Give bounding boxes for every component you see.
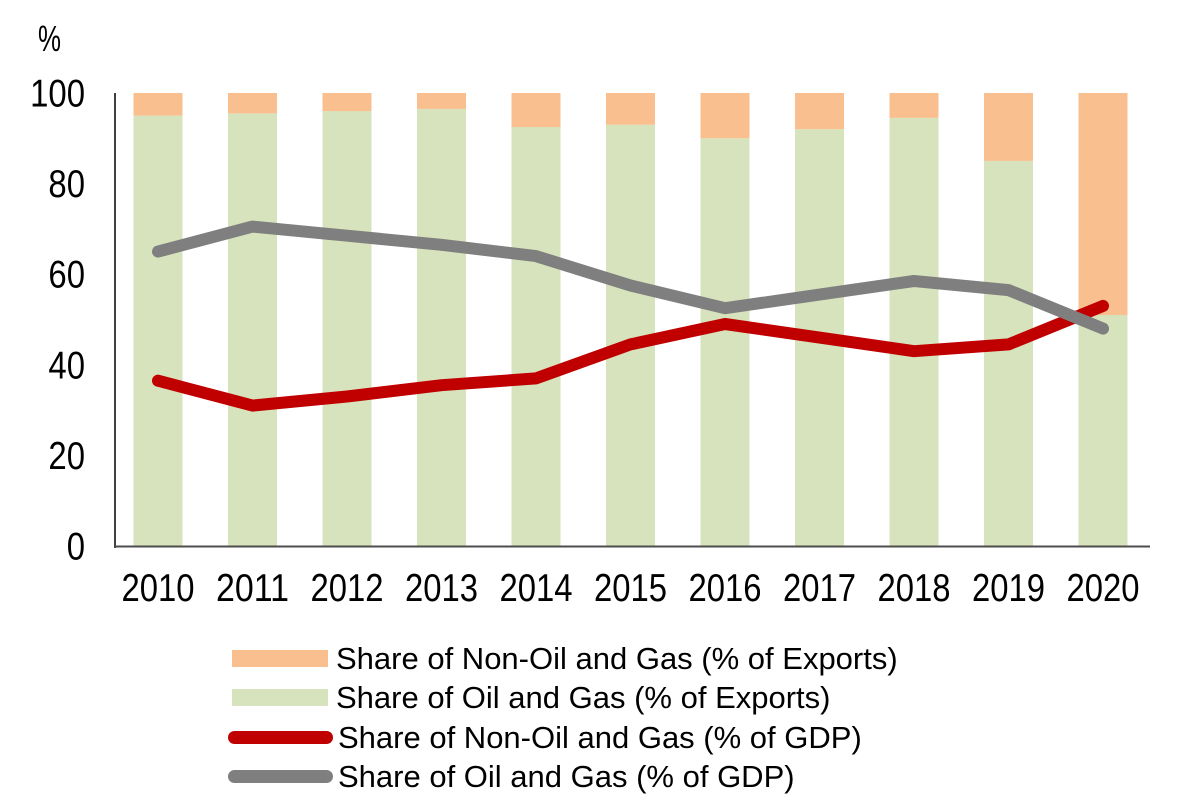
bar-segment-non-oil-exports-2011 [228, 93, 277, 114]
legend-label: Share of Oil and Gas (% of Exports) [336, 680, 831, 716]
bar-segment-non-oil-exports-2018 [889, 93, 939, 118]
x-tick-label-2017: 2017 [783, 567, 856, 610]
legend-label: Share of Oil and Gas (% of GDP) [338, 759, 795, 795]
bar-segment-non-oil-exports-2015 [606, 93, 655, 125]
legend-item-non-oil-exports: Share of Non-Oil and Gas (% of Exports) [228, 639, 898, 678]
chart-canvas: 0 20 40 60 80 100 2010 2011 2012 2013 2014 2015 2016… [30, 18, 1150, 610]
bar-segment-oil-exports-2010 [133, 115, 183, 546]
x-tick-label-2016: 2016 [689, 567, 762, 610]
y-tick-label-0: 0 [67, 526, 85, 569]
legend-label: Share of Non-Oil and Gas (% of GDP) [338, 719, 862, 755]
bar-segment-non-oil-exports-2019 [984, 93, 1033, 161]
legend-item-oil-gdp: Share of Oil and Gas (% of GDP) [228, 757, 898, 796]
legend-item-oil-exports: Share of Oil and Gas (% of Exports) [228, 678, 898, 717]
bar-segment-non-oil-exports-2013 [417, 93, 466, 109]
legend-item-non-oil-gdp: Share of Non-Oil and Gas (% of GDP) [228, 718, 898, 757]
bar-segment-oil-exports-2011 [228, 113, 277, 547]
x-tick-label-2012: 2012 [311, 567, 384, 610]
y-tick-label-80: 80 [48, 163, 85, 206]
x-tick-label-2013: 2013 [405, 567, 478, 610]
bar-segment-oil-exports-2012 [322, 111, 372, 546]
x-tick-label-2014: 2014 [500, 567, 573, 610]
bar-segment-oil-exports-2018 [889, 117, 939, 547]
bar-segment-non-oil-exports-2016 [700, 93, 750, 139]
x-tick-label-2020: 2020 [1067, 567, 1140, 610]
legend-label: Share of Non-Oil and Gas (% of Exports) [336, 641, 898, 677]
legend: Share of Non-Oil and Gas (% of Exports) … [228, 639, 898, 796]
bar-segment-non-oil-exports-2010 [133, 93, 183, 116]
x-tick-label-2019: 2019 [972, 567, 1045, 610]
legend-swatch-oil-exports [232, 689, 328, 707]
line-non-oil-gdp [152, 299, 1109, 412]
x-tick-label-2010: 2010 [122, 567, 195, 610]
bar-segment-non-oil-exports-2017 [795, 93, 844, 130]
y-axis-unit-label: % [38, 18, 61, 59]
bar-segment-non-oil-exports-2014 [511, 93, 561, 127]
line-oil-gdp [152, 220, 1109, 335]
y-tick-label-40: 40 [48, 344, 85, 387]
bar-segment-non-oil-exports-2012 [322, 93, 372, 112]
y-tick-label-60: 60 [48, 254, 85, 297]
legend-swatch-oil-gdp [228, 770, 333, 784]
x-tick-label-2018: 2018 [878, 567, 951, 610]
bar-segment-oil-exports-2019 [984, 160, 1033, 546]
y-tick-label-20: 20 [48, 435, 85, 478]
legend-swatch-non-oil-exports [232, 650, 328, 668]
bar-segment-non-oil-exports-2020 [1078, 93, 1128, 315]
legend-swatch-non-oil-gdp [228, 730, 333, 744]
bar-segment-oil-exports-2013 [417, 108, 466, 547]
bar-segment-oil-exports-2020 [1078, 315, 1128, 546]
y-tick-label-100: 100 [30, 73, 85, 116]
bar-segment-oil-exports-2016 [700, 138, 750, 547]
x-tick-label-2015: 2015 [594, 567, 667, 610]
bar-segment-oil-exports-2014 [511, 127, 561, 546]
x-tick-label-2011: 2011 [216, 567, 289, 610]
